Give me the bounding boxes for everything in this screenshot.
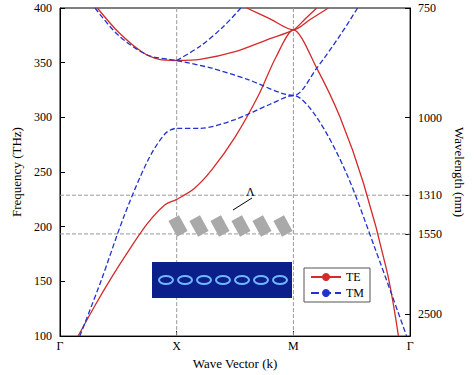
svg-text:250: 250 (34, 165, 52, 179)
svg-text:150: 150 (34, 274, 52, 288)
svg-text:TE: TE (346, 270, 361, 284)
svg-text:100: 100 (34, 329, 52, 343)
svg-text:TM: TM (346, 286, 364, 300)
svg-text:Wave Vector (k): Wave Vector (k) (193, 356, 278, 371)
svg-text:M: M (288, 339, 299, 353)
svg-text:X: X (172, 339, 181, 353)
svg-text:2500: 2500 (418, 307, 442, 321)
svg-text:1000: 1000 (418, 111, 442, 125)
svg-text:400: 400 (34, 1, 52, 15)
svg-text:Frequency (THz): Frequency (THz) (9, 127, 24, 217)
svg-text:1550: 1550 (418, 227, 442, 241)
svg-text:Γ: Γ (407, 339, 414, 353)
svg-text:Λ: Λ (246, 185, 255, 199)
svg-text:750: 750 (418, 1, 436, 15)
svg-text:300: 300 (34, 110, 52, 124)
svg-text:200: 200 (34, 220, 52, 234)
svg-text:Wavelength (nm): Wavelength (nm) (452, 127, 467, 217)
svg-text:1310: 1310 (418, 188, 442, 202)
svg-text:Γ: Γ (57, 339, 64, 353)
svg-text:350: 350 (34, 56, 52, 70)
